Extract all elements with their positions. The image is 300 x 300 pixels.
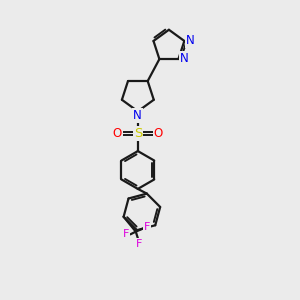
Text: N: N — [133, 109, 142, 122]
Text: F: F — [123, 229, 130, 239]
Text: O: O — [113, 127, 122, 140]
Text: S: S — [134, 127, 142, 140]
Text: N: N — [180, 52, 189, 65]
Text: N: N — [186, 34, 195, 47]
Text: O: O — [154, 127, 163, 140]
Text: F: F — [143, 222, 150, 232]
Text: F: F — [136, 239, 142, 249]
